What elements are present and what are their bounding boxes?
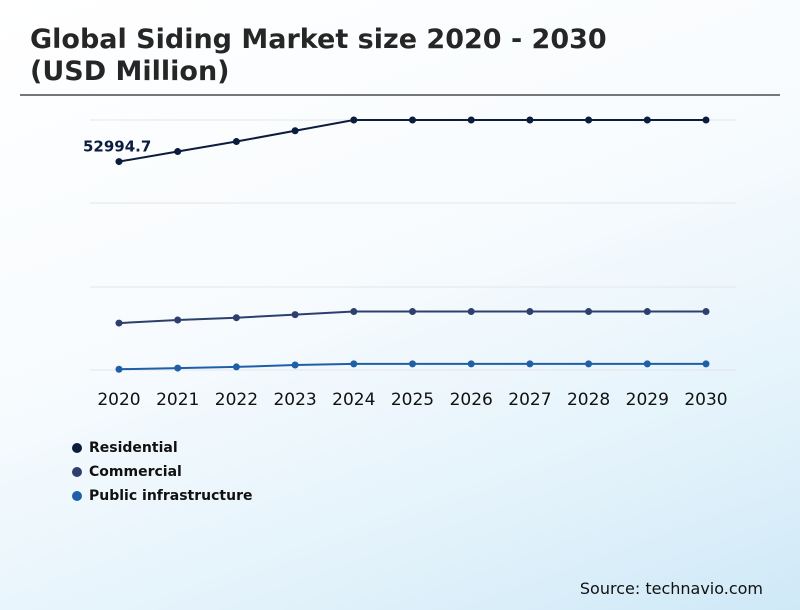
data-point-1-9 bbox=[643, 308, 651, 316]
data-point-0-1 bbox=[174, 148, 182, 156]
x-tick-label: 2025 bbox=[391, 390, 434, 410]
data-point-1-4 bbox=[350, 308, 358, 316]
x-tick-label: 2021 bbox=[156, 390, 199, 410]
data-point-1-2 bbox=[232, 314, 240, 322]
data-point-0-4 bbox=[350, 116, 358, 124]
data-point-2-3 bbox=[291, 361, 299, 369]
x-tick-label: 2028 bbox=[567, 390, 610, 410]
title-divider bbox=[20, 94, 780, 96]
data-point-1-6 bbox=[467, 308, 475, 316]
data-point-1-0 bbox=[115, 319, 123, 327]
data-point-1-1 bbox=[174, 316, 182, 324]
data-point-0-2 bbox=[232, 138, 240, 146]
legend-item: Residential bbox=[72, 436, 252, 460]
data-point-2-10 bbox=[702, 360, 710, 368]
legend-label: Commercial bbox=[89, 464, 182, 480]
data-point-2-7 bbox=[526, 360, 534, 368]
data-point-0-10 bbox=[702, 116, 710, 124]
x-tick-label: 2029 bbox=[626, 390, 669, 410]
chart-title: Global Siding Market size 2020 - 2030 (U… bbox=[30, 24, 607, 87]
data-point-2-4 bbox=[350, 360, 358, 368]
x-tick-label: 2024 bbox=[332, 390, 375, 410]
x-tick-label: 2030 bbox=[684, 390, 727, 410]
data-point-1-10 bbox=[702, 308, 710, 316]
data-point-1-8 bbox=[585, 308, 593, 316]
legend-marker bbox=[72, 443, 82, 453]
data-point-2-6 bbox=[467, 360, 475, 368]
data-point-0-9 bbox=[643, 116, 651, 124]
data-point-1-5 bbox=[409, 308, 416, 316]
x-tick-label: 2023 bbox=[273, 390, 316, 410]
x-tick-label: 2027 bbox=[508, 390, 551, 410]
x-tick-label: 2020 bbox=[97, 390, 140, 410]
data-label-0: 52994.7 bbox=[83, 138, 151, 156]
data-point-0-8 bbox=[585, 116, 593, 124]
series-line-0 bbox=[118, 119, 706, 163]
data-point-2-1 bbox=[174, 364, 182, 372]
chart-legend: Residential Commercial Public infrastructu… bbox=[72, 436, 252, 508]
data-point-1-3 bbox=[291, 311, 299, 319]
x-tick-label: 2026 bbox=[450, 390, 493, 410]
legend-marker bbox=[72, 467, 82, 477]
data-point-2-0 bbox=[115, 365, 123, 373]
data-point-0-7 bbox=[526, 116, 534, 124]
data-point-1-7 bbox=[526, 308, 534, 316]
data-point-0-0 bbox=[115, 158, 123, 166]
data-point-2-5 bbox=[409, 360, 416, 368]
data-point-0-6 bbox=[467, 116, 475, 124]
legend-label: Public infrastructure bbox=[89, 488, 253, 504]
data-point-2-2 bbox=[232, 363, 240, 371]
data-point-0-3 bbox=[291, 127, 299, 135]
x-tick-label: 2022 bbox=[215, 390, 258, 410]
legend-item: Public infrastructure bbox=[72, 484, 252, 508]
data-point-0-5 bbox=[409, 116, 416, 124]
data-point-2-8 bbox=[585, 360, 593, 368]
source-credit: Source: technavio.com bbox=[579, 579, 763, 598]
legend-marker bbox=[72, 491, 82, 501]
legend-item: Commercial bbox=[72, 460, 252, 484]
legend-label: Residential bbox=[89, 440, 178, 456]
data-point-2-9 bbox=[643, 360, 651, 368]
